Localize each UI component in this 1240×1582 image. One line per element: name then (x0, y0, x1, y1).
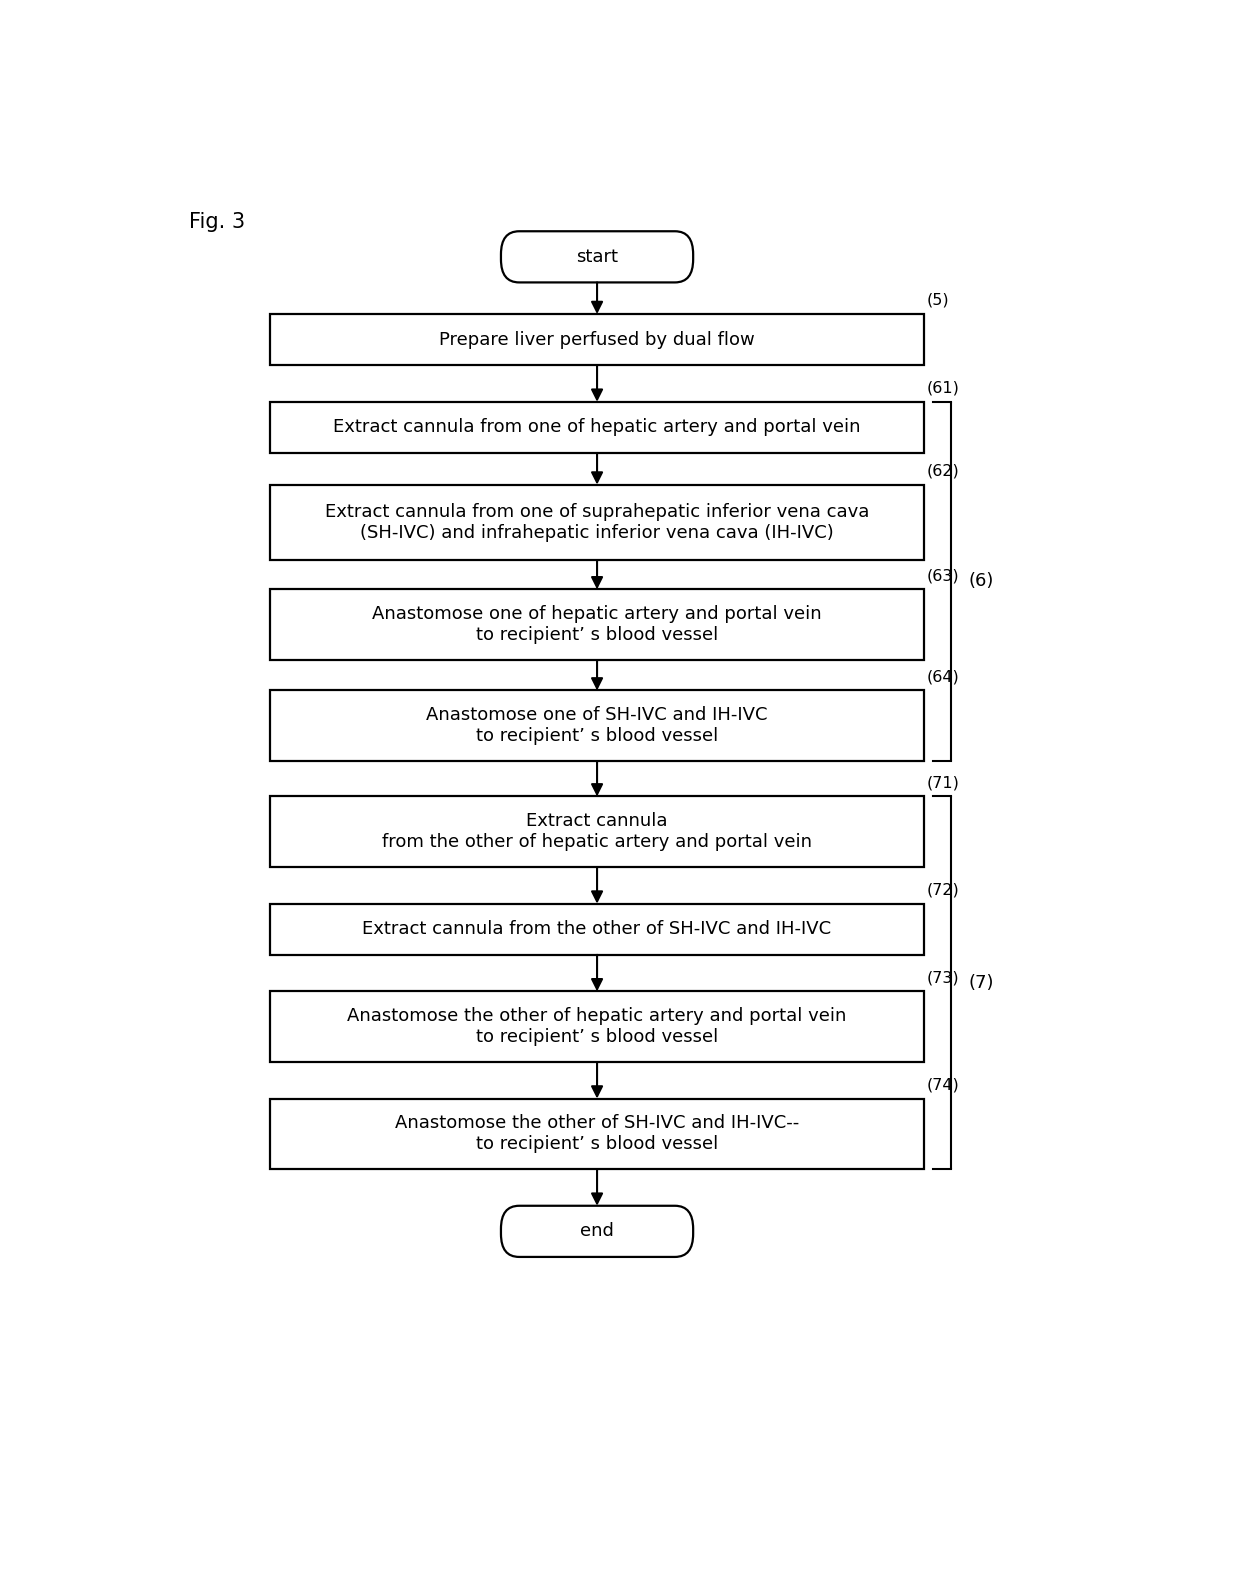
Bar (270, 796, 924, 867)
Bar (270, 1098, 924, 1169)
Text: Fig. 3: Fig. 3 (188, 212, 244, 233)
Text: Anastomose one of hepatic artery and portal vein
to recipient’ s blood vessel: Anastomose one of hepatic artery and por… (372, 606, 822, 644)
Text: Anastomose one of SH-IVC and IH-IVC
to recipient’ s blood vessel: Anastomose one of SH-IVC and IH-IVC to r… (427, 707, 768, 745)
Text: (73): (73) (926, 970, 960, 986)
Bar (270, 484, 924, 560)
Text: (6): (6) (968, 573, 993, 590)
Text: (61): (61) (926, 381, 960, 396)
Text: (63): (63) (926, 568, 960, 584)
Bar (270, 315, 924, 365)
FancyBboxPatch shape (501, 1205, 693, 1258)
Bar (270, 590, 924, 660)
Text: (74): (74) (926, 1077, 960, 1093)
Text: (64): (64) (926, 669, 960, 685)
Text: Anastomose the other of hepatic artery and portal vein
to recipient’ s blood ves: Anastomose the other of hepatic artery a… (347, 1008, 847, 1046)
Text: (62): (62) (926, 464, 960, 478)
FancyBboxPatch shape (501, 231, 693, 283)
Text: start: start (577, 248, 618, 266)
Text: Extract cannula
from the other of hepatic artery and portal vein: Extract cannula from the other of hepati… (382, 813, 812, 851)
Bar (270, 903, 924, 956)
Text: end: end (580, 1223, 614, 1240)
Text: Prepare liver perfused by dual flow: Prepare liver perfused by dual flow (439, 331, 755, 348)
Bar (270, 992, 924, 1062)
Text: Anastomose the other of SH-IVC and IH-IVC--
to recipient’ s blood vessel: Anastomose the other of SH-IVC and IH-IV… (394, 1114, 800, 1153)
Text: (5): (5) (926, 293, 950, 308)
Text: Extract cannula from one of suprahepatic inferior vena cava
(SH-IVC) and infrahe: Extract cannula from one of suprahepatic… (325, 503, 869, 541)
Bar (270, 402, 924, 452)
Text: (7): (7) (968, 975, 993, 992)
Text: Extract cannula from the other of SH-IVC and IH-IVC: Extract cannula from the other of SH-IVC… (362, 921, 832, 938)
Text: Extract cannula from one of hepatic artery and portal vein: Extract cannula from one of hepatic arte… (334, 418, 861, 437)
Bar (270, 690, 924, 761)
Text: (72): (72) (926, 883, 960, 897)
Text: (71): (71) (926, 775, 960, 791)
